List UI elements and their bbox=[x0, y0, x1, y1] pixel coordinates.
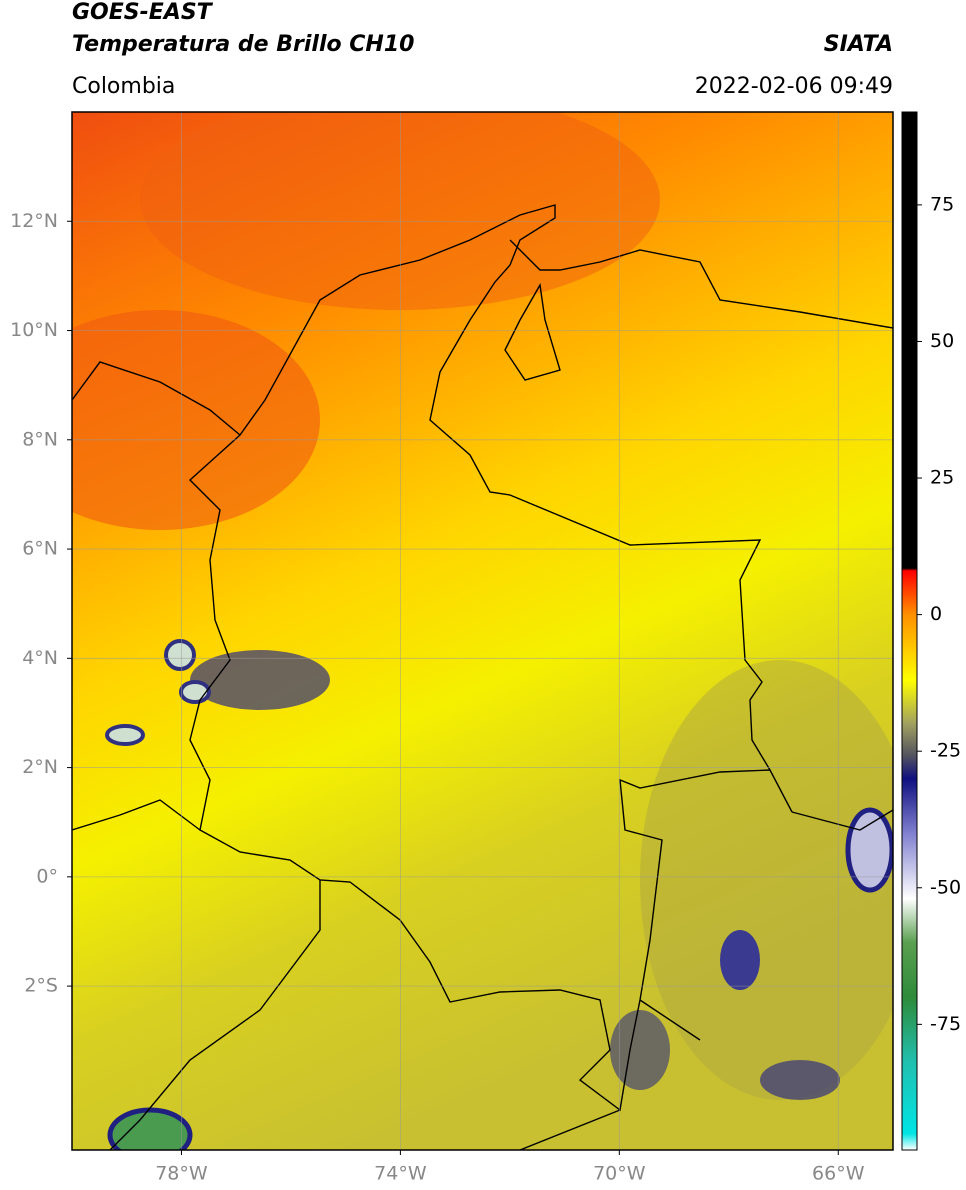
x-tick-label: 66°W bbox=[812, 1163, 865, 1185]
colorbar-tick-label: -25 bbox=[930, 740, 961, 762]
map-frame bbox=[71, 111, 894, 1151]
y-tick-label: 6°N bbox=[22, 538, 58, 560]
colorbar-tick-label: -50 bbox=[930, 876, 961, 898]
imagery bbox=[640, 660, 893, 1100]
y-tick-label: 10°N bbox=[10, 319, 58, 341]
y-tick-label: 12°N bbox=[10, 210, 58, 232]
y-tick-label: 2°N bbox=[22, 756, 58, 778]
colorbar-tick-label: -75 bbox=[930, 1013, 961, 1035]
timestamp: 2022-02-06 09:49 bbox=[695, 74, 893, 99]
cloud bbox=[720, 930, 760, 990]
imagery bbox=[72, 310, 320, 530]
country-border bbox=[519, 809, 893, 1150]
country-border bbox=[188, 204, 793, 1112]
cloud bbox=[845, 807, 893, 893]
cloud bbox=[105, 724, 145, 746]
coastline bbox=[72, 361, 241, 436]
map-image bbox=[72, 112, 893, 1150]
cloud bbox=[164, 639, 196, 671]
title: GOES-EAST bbox=[72, 0, 214, 25]
x-tick-label: 74°W bbox=[374, 1163, 427, 1185]
colorbar-tick-label: 75 bbox=[930, 193, 954, 215]
colorbar-tick-label: 25 bbox=[930, 467, 954, 489]
colorbar bbox=[901, 111, 918, 1151]
coastline bbox=[72, 799, 201, 831]
colorbar-tick-label: 0 bbox=[930, 603, 942, 625]
country-border bbox=[109, 880, 321, 1150]
y-tick-label: 0° bbox=[36, 865, 58, 887]
x-tick-label: 78°W bbox=[155, 1163, 208, 1185]
lake bbox=[504, 282, 561, 381]
y-tick-label: 4°N bbox=[22, 647, 58, 669]
cloud bbox=[610, 1010, 670, 1090]
source: SIATA bbox=[824, 32, 893, 57]
y-tick-label: 2°S bbox=[24, 975, 58, 997]
y-tick-label: 8°N bbox=[22, 428, 58, 450]
cloud bbox=[190, 650, 330, 710]
cloud bbox=[179, 680, 211, 704]
x-tick-label: 70°W bbox=[593, 1163, 646, 1185]
cloud bbox=[107, 1107, 193, 1150]
cloud bbox=[760, 1060, 840, 1100]
region: Colombia bbox=[72, 74, 175, 99]
coastline bbox=[509, 239, 893, 329]
title: Temperatura de Brillo CH10 bbox=[72, 32, 414, 57]
colorbar-tick-label: 50 bbox=[930, 330, 954, 352]
